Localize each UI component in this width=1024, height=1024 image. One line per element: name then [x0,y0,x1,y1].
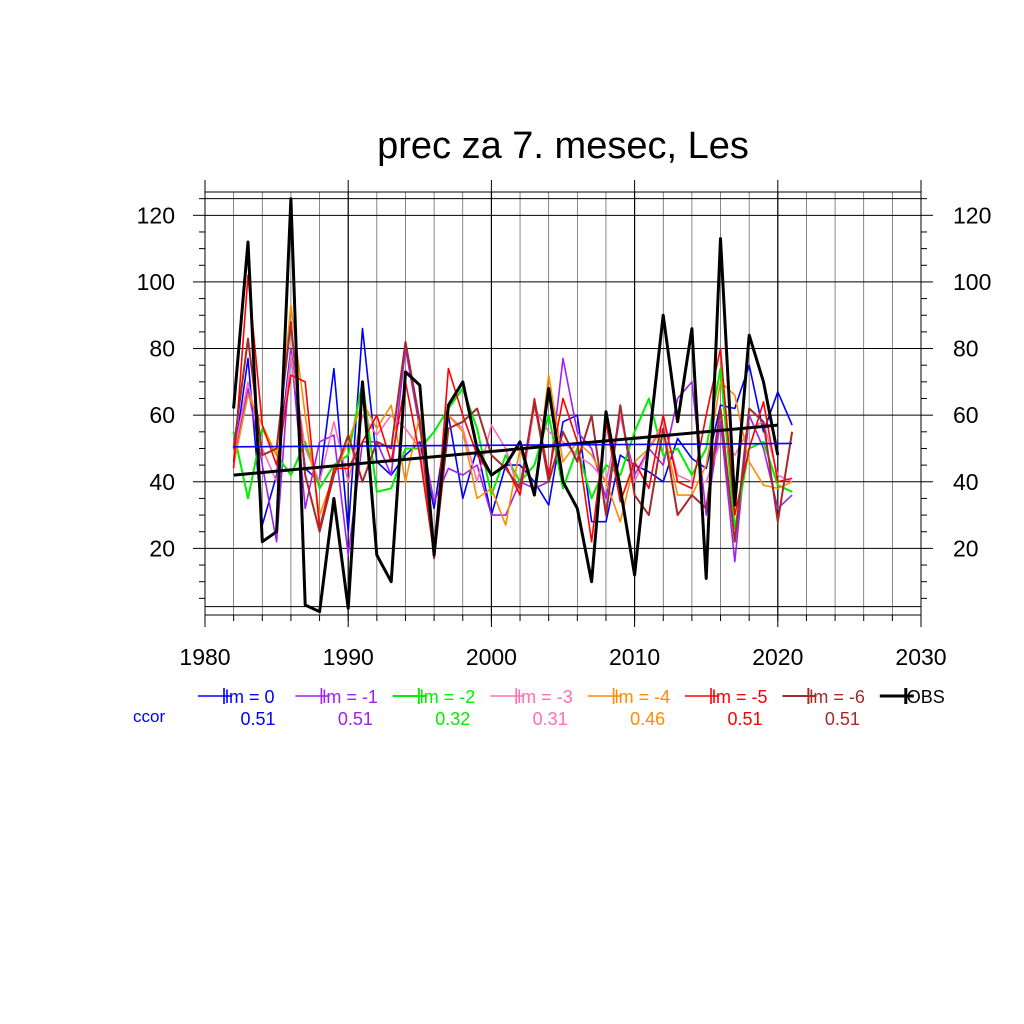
ccor-value: 0.51 [240,709,275,729]
ccor-value: 0.51 [727,709,762,729]
x-tick-label: 2020 [752,644,803,670]
ccor-value: 0.31 [533,709,568,729]
legend-label: lm = -3 [517,687,573,707]
y-tick-label-right: 60 [953,402,979,428]
x-tick-label: 2010 [609,644,660,670]
x-tick-label: 1980 [179,644,230,670]
series-line-lm-6 [232,320,794,560]
ccor-label: ccor [133,707,165,726]
ccor-value: 0.32 [435,709,470,729]
series-line-obs [232,197,780,614]
y-tick-label-left: 40 [149,469,175,495]
y-tick-label-left: 60 [149,402,175,428]
y-tick-label-left: 120 [137,202,175,228]
ccor-value: 0.51 [825,709,860,729]
legend-label: OBS [907,687,945,707]
legend-label: lm = -6 [809,687,865,707]
trend-line [233,442,793,448]
x-tick-label: 2000 [466,644,517,670]
y-tick-label-right: 80 [953,336,979,362]
y-tick-label-right: 100 [953,269,991,295]
legend-label: lm = -5 [712,687,768,707]
legend-label: lm = -1 [322,687,378,707]
x-tick-label: 2030 [895,644,946,670]
plot-series [232,197,794,614]
ccor-value: 0.51 [338,709,373,729]
y-tick-label-left: 20 [149,535,175,561]
grid [205,192,921,615]
y-tick-label-right: 40 [953,469,979,495]
y-tick-label-left: 80 [149,336,175,362]
y-tick-label-left: 100 [137,269,175,295]
chart-title: prec za 7. mesec, Les [377,125,749,167]
trend-line [233,423,778,477]
y-tick-label-right: 20 [953,535,979,561]
legend-label: lm = -4 [615,687,671,707]
plot-frame [204,191,922,616]
x-tick-label: 1990 [323,644,374,670]
legend-label: lm = 0 [225,687,275,707]
ccor-value: 0.46 [630,709,665,729]
y-tick-label-right: 120 [953,202,991,228]
legend-label: lm = -2 [420,687,476,707]
